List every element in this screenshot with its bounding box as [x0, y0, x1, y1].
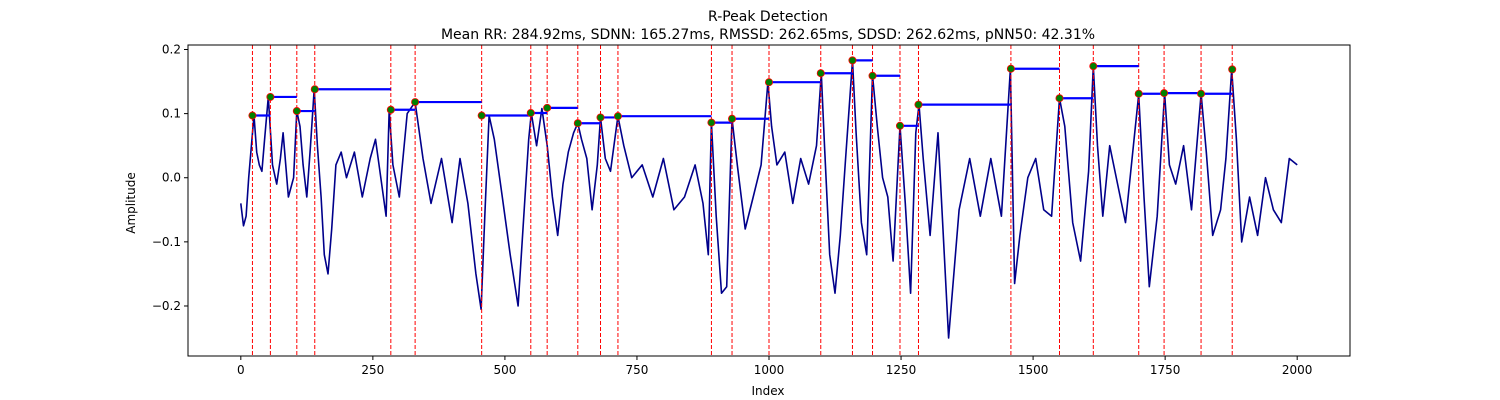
signal-layer: [240, 59, 1298, 339]
ecg-signal-line: [240, 59, 1298, 339]
peak-marker-7: [526, 108, 535, 117]
x-axis-ticks: 0 250 500 750 1000 1250 1500 1750 2000: [237, 356, 1312, 377]
peak-marker-15: [816, 69, 825, 78]
rr-segments-layer: [252, 59, 1233, 127]
y-axis-label: Amplitude: [124, 172, 138, 234]
peak-marker-21: [1055, 94, 1064, 103]
peak-marker-9: [573, 119, 582, 128]
x-tick-label: 1000: [754, 363, 785, 377]
y-tick-label: 0.2: [162, 42, 181, 56]
peak-marker-18: [895, 121, 904, 130]
peak-marker-20: [1006, 64, 1015, 73]
x-tick-label: 0: [237, 363, 245, 377]
y-tick-label: −0.2: [152, 299, 181, 313]
x-tick-label: 500: [493, 363, 516, 377]
y-tick-label: 0.1: [162, 107, 181, 121]
peak-marker-16: [848, 56, 857, 65]
peak-marker-4: [386, 105, 395, 114]
x-axis-label: Index: [751, 384, 784, 398]
peak-marker-22: [1089, 62, 1098, 71]
x-tick-label: 1750: [1150, 363, 1181, 377]
peak-marker-25: [1197, 89, 1206, 98]
x-tick-label: 250: [361, 363, 384, 377]
x-tick-label: 750: [626, 363, 649, 377]
peak-marker-3: [310, 85, 319, 94]
chart-subtitle: Mean RR: 284.92ms, SDNN: 165.27ms, RMSSD…: [441, 27, 1095, 43]
chart-title: R-Peak Detection: [708, 9, 828, 25]
peak-marker-26: [1228, 65, 1237, 74]
peak-marker-12: [707, 118, 716, 127]
peak-marker-11: [613, 112, 622, 121]
peak-marker-1: [266, 92, 275, 101]
y-axis-ticks: −0.2 −0.1 0.0 0.1 0.2: [152, 42, 188, 313]
peak-marker-2: [292, 107, 301, 116]
peak-markers-layer: [248, 56, 1237, 130]
peak-marker-13: [728, 114, 737, 123]
peak-marker-14: [765, 78, 774, 87]
peak-marker-0: [248, 111, 257, 120]
peak-marker-5: [411, 98, 420, 107]
peak-marker-19: [914, 100, 923, 109]
peak-marker-10: [596, 113, 605, 122]
peak-marker-6: [477, 111, 486, 120]
x-tick-label: 2000: [1282, 363, 1313, 377]
peak-marker-24: [1160, 89, 1169, 98]
plot-area: [240, 45, 1298, 356]
y-tick-label: −0.1: [152, 235, 181, 249]
peak-marker-17: [868, 71, 877, 80]
peak-marker-8: [543, 103, 552, 112]
x-tick-label: 1250: [886, 363, 917, 377]
x-tick-label: 1500: [1018, 363, 1049, 377]
peak-marker-23: [1134, 89, 1143, 98]
y-tick-label: 0.0: [162, 171, 181, 185]
